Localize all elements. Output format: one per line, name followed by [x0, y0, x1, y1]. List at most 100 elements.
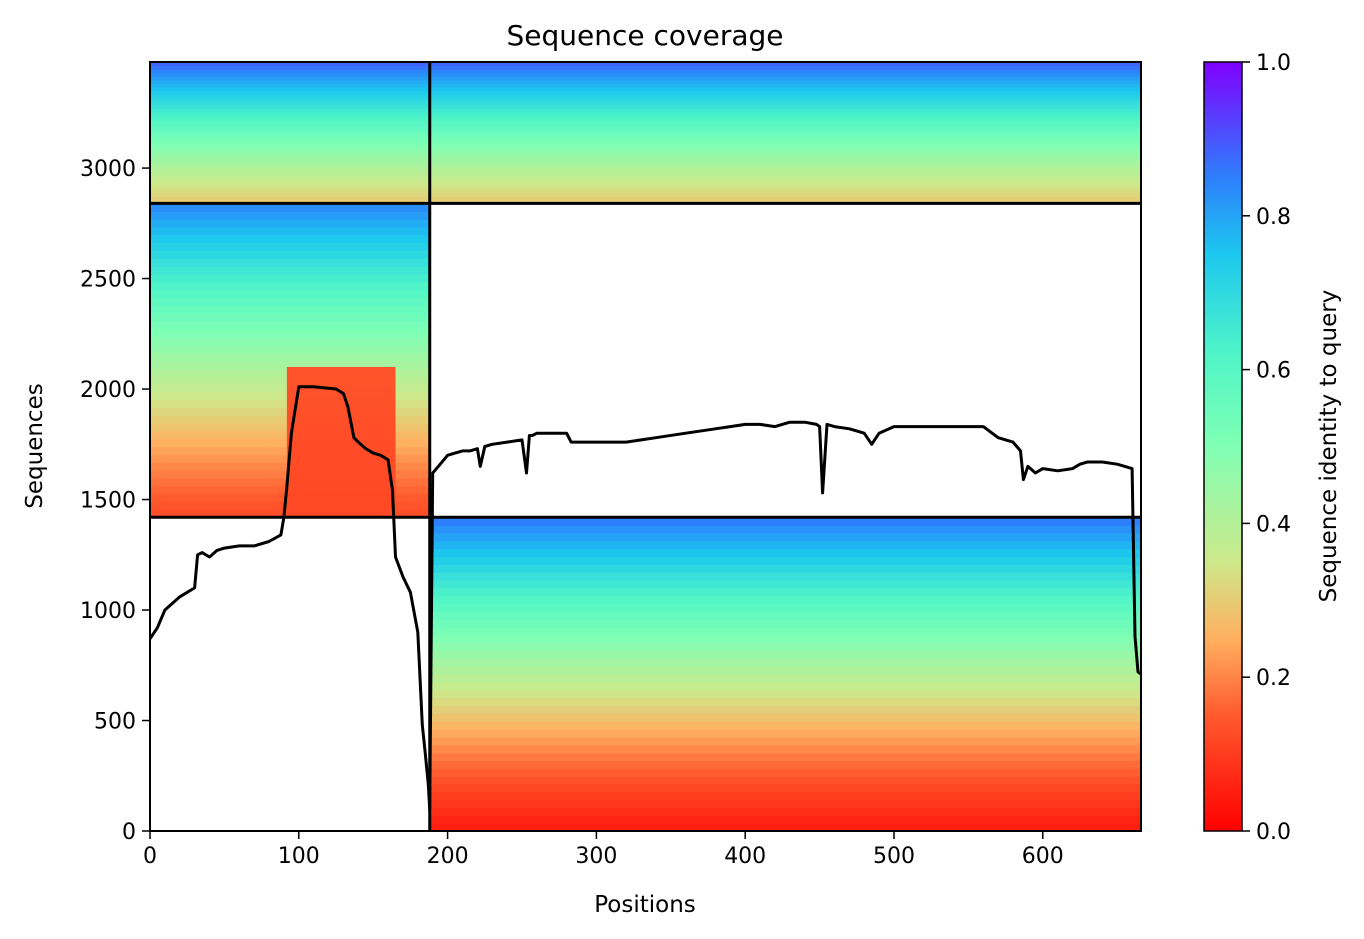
identity-band [150, 122, 1141, 127]
identity-band [150, 153, 1141, 159]
x-tick-label: 0 [143, 844, 157, 869]
identity-band [429, 666, 1141, 675]
identity-band [286, 438, 396, 443]
x-axis: 0 100 200 300 400 500 600 [143, 831, 1064, 869]
x-tick-label: 300 [575, 844, 617, 869]
identity-band [429, 634, 1141, 644]
identity-band [286, 381, 396, 387]
identity-band [286, 378, 396, 383]
identity-band [429, 556, 1141, 565]
identity-band [150, 192, 1141, 197]
colorbar-tick-label: 0.2 [1256, 666, 1291, 691]
identity-band [286, 509, 396, 515]
identity-band [150, 321, 430, 330]
identity-band [429, 768, 1141, 777]
identity-band [429, 681, 1141, 691]
identity-band [429, 619, 1141, 628]
identity-band [150, 164, 1141, 169]
identity-band [286, 498, 396, 503]
identity-band [286, 397, 396, 402]
identity-band [429, 705, 1141, 714]
identity-band [286, 400, 396, 406]
identity-band [150, 97, 1141, 102]
identity-band [429, 642, 1141, 652]
identity-band [150, 79, 1141, 84]
identity-band [286, 475, 396, 481]
identity-band [286, 393, 396, 398]
identity-band [150, 157, 1141, 162]
x-tick-label: 500 [873, 844, 915, 869]
identity-band [429, 729, 1141, 738]
y-tick-label: 2500 [80, 268, 136, 293]
identity-band [150, 281, 430, 291]
identity-band [150, 250, 430, 259]
identity-band [286, 479, 396, 485]
colorbar-tick-label: 1.0 [1256, 51, 1291, 76]
identity-band [150, 115, 1141, 120]
identity-band [429, 532, 1141, 542]
colorbar-tick-label: 0.4 [1256, 512, 1291, 537]
identity-band [150, 171, 1141, 176]
identity-band [286, 487, 396, 492]
identity-band [429, 744, 1141, 754]
identity-band [429, 799, 1141, 809]
identity-band [150, 178, 1141, 183]
colorbar [1203, 61, 1243, 832]
identity-band [150, 107, 1141, 113]
identity-band [150, 118, 1141, 123]
plot-frame [149, 61, 1142, 832]
identity-band [429, 525, 1141, 534]
identity-band [429, 807, 1141, 816]
identity-band [286, 404, 396, 409]
coverage-line [150, 385, 1141, 811]
identity-band [286, 370, 396, 376]
y-tick-label: 1500 [80, 489, 136, 514]
y-tick-label: 3000 [80, 157, 136, 182]
identity-band [150, 150, 1141, 155]
colorbar-tick-label: 0.0 [1256, 820, 1291, 845]
x-tick-label: 100 [278, 844, 320, 869]
identity-band [150, 86, 1141, 91]
colorbar-ticks: 0.0 0.2 0.4 0.6 0.8 1.0 [1242, 51, 1291, 845]
identity-band [286, 415, 396, 421]
identity-band [150, 93, 1141, 98]
identity-band [429, 697, 1141, 707]
identity-band [150, 189, 1141, 194]
identity-band [150, 104, 1141, 109]
identity-band [286, 460, 396, 466]
x-tick-label: 400 [724, 844, 766, 869]
identity-band [286, 453, 396, 458]
y-axis-label: Sequences [22, 383, 48, 508]
heatmap-blocks [150, 62, 1141, 831]
identity-band [150, 234, 430, 244]
identity-band [150, 111, 1141, 116]
identity-band [429, 713, 1141, 722]
identity-band [150, 136, 1141, 141]
identity-band [150, 132, 1141, 137]
identity-band [429, 815, 1141, 824]
identity-band [150, 146, 1141, 151]
identity-band [150, 100, 1141, 106]
identity-band [429, 579, 1141, 589]
identity-band [429, 674, 1141, 683]
identity-band [286, 502, 396, 507]
domain-boundaries [150, 62, 1141, 831]
identity-band [286, 374, 396, 379]
identity-band [150, 139, 1141, 144]
identity-band [150, 185, 1141, 190]
identity-band [150, 313, 430, 322]
identity-band [150, 83, 1141, 88]
identity-band [286, 490, 396, 496]
identity-band [150, 242, 430, 252]
identity-band [150, 211, 430, 220]
identity-band [150, 297, 430, 307]
identity-band [286, 412, 396, 417]
identity-band [429, 540, 1141, 550]
identity-band [150, 129, 1141, 134]
x-axis-label: Positions [594, 892, 696, 918]
identity-band [286, 472, 396, 477]
identity-band [150, 196, 1141, 201]
identity-band [429, 752, 1141, 761]
identity-band [150, 160, 1141, 166]
